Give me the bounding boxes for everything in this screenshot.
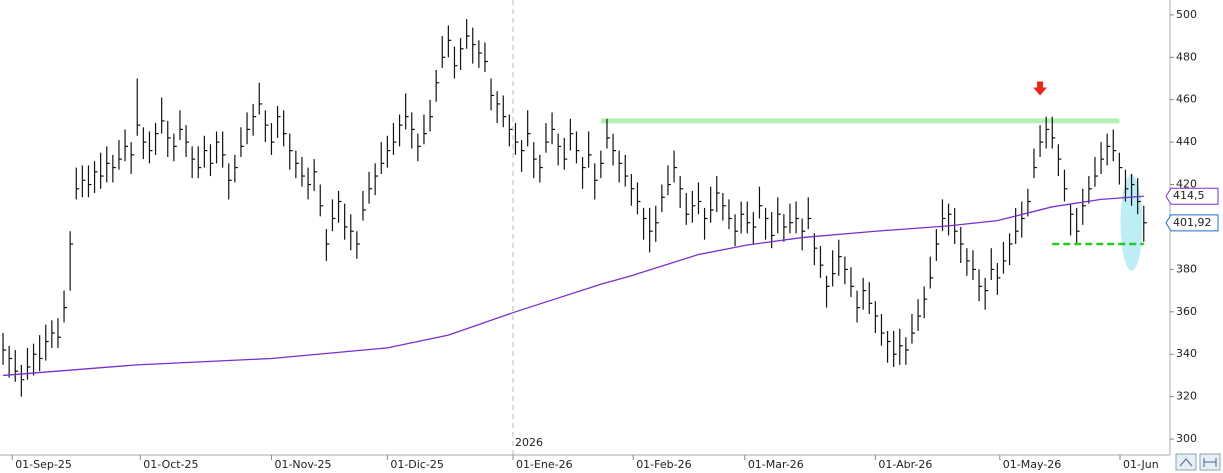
x-tick-label: 01-Abr-26 bbox=[878, 458, 932, 471]
y-tick-label: 320 bbox=[1176, 390, 1197, 403]
marker-arrow bbox=[1033, 81, 1048, 96]
y-tick-label: 440 bbox=[1176, 135, 1197, 148]
y-tick-label: 380 bbox=[1176, 262, 1197, 275]
x-tick-label: 01-Sep-25 bbox=[15, 458, 72, 471]
y-tick-label: 500 bbox=[1176, 8, 1197, 21]
x-tick-label: 01-Jun bbox=[1123, 458, 1159, 471]
price-label-box bbox=[1165, 187, 1219, 205]
price-label-box bbox=[1165, 214, 1219, 232]
y-tick-label: 480 bbox=[1176, 50, 1197, 63]
x-tick-label: 01-Nov-25 bbox=[274, 458, 331, 471]
x-tick-label: 01-Dic-25 bbox=[390, 458, 444, 471]
y-tick-label: 460 bbox=[1176, 93, 1197, 106]
y-tick-label: 420 bbox=[1176, 178, 1197, 191]
x-tick-label: 01-Mar-26 bbox=[748, 458, 804, 471]
y-tick-label: 300 bbox=[1176, 432, 1197, 445]
zoom-icon bbox=[1179, 458, 1193, 467]
zoom-button[interactable] bbox=[1175, 453, 1197, 471]
x-tick-label: 01-Oct-25 bbox=[143, 458, 198, 471]
price-label: 401,92 bbox=[1173, 216, 1212, 229]
highlight-ellipse bbox=[1120, 174, 1143, 271]
y-tick-label: 360 bbox=[1176, 305, 1197, 318]
moving-average bbox=[2, 195, 1144, 377]
price-label: 414,5 bbox=[1173, 189, 1205, 202]
save-icon bbox=[1203, 458, 1217, 467]
y-tick-label: 340 bbox=[1176, 347, 1197, 360]
x-tick-label: 01-May-26 bbox=[1003, 458, 1061, 471]
year-label: 2026 bbox=[515, 436, 543, 449]
x-tick-label: 01-Feb-26 bbox=[636, 458, 691, 471]
x-tick-label: 01-Ene-26 bbox=[516, 458, 573, 471]
